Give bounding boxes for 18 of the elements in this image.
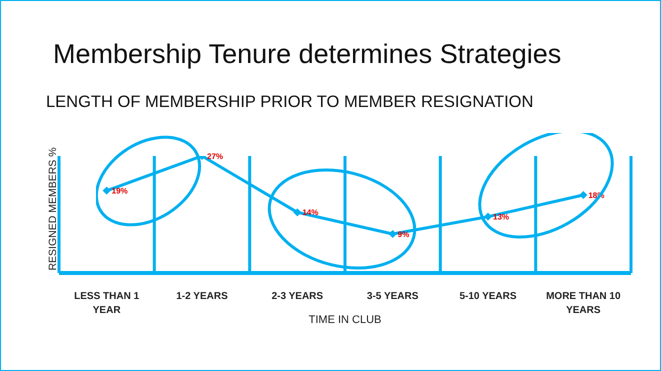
y-axis-title: RESIGNED MEMBERS % (47, 147, 59, 271)
chart-subtitle: LENGTH OF MEMBERSHIP PRIOR TO MEMBER RESIGNATION (46, 93, 534, 112)
x-tick-label: 5-10 YEARS (459, 291, 517, 302)
data-label: 13% (493, 212, 510, 222)
x-tick-label: LESS THAN 1 YEAR (74, 291, 140, 316)
point (484, 212, 492, 221)
x-tick-label: 1-2 YEARS (176, 291, 228, 302)
data-label: 19% (112, 186, 128, 196)
point (102, 186, 111, 195)
x-tick-label: MORE THAN 10 YEARS (546, 291, 621, 316)
data-label: 27% (207, 152, 224, 161)
chart-title: Membership Tenure determines Strategies (53, 39, 562, 70)
x-axis-title: TIME IN CLUB (308, 314, 382, 326)
point (388, 230, 397, 238)
x-tick-label: 2-3 YEARS (272, 291, 324, 302)
point (579, 191, 588, 199)
point (293, 208, 302, 216)
x-tick-label: 3-5 YEARS (366, 291, 419, 302)
